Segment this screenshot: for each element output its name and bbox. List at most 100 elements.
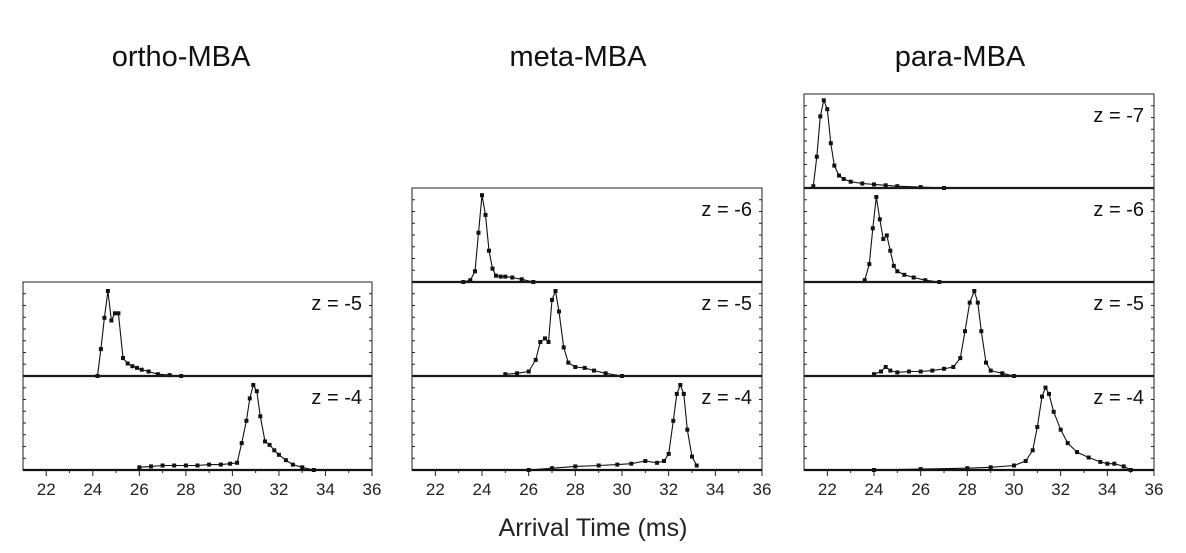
x-axis-title: Arrival Time (ms): [499, 514, 688, 542]
data-point: [557, 309, 561, 314]
data-point: [884, 233, 889, 238]
data-point: [825, 107, 830, 112]
data-point: [254, 389, 259, 394]
series-line: [505, 290, 623, 377]
data-point: [480, 193, 484, 198]
series-line: [463, 194, 534, 283]
data-point: [494, 273, 498, 278]
data-point: [533, 357, 538, 362]
data-point: [832, 163, 837, 168]
data-point: [867, 262, 872, 267]
data-point: [874, 195, 879, 199]
data-point: [1051, 409, 1056, 414]
data-point: [975, 300, 980, 305]
data-point: [872, 182, 876, 187]
series-line: [96, 290, 182, 377]
data-point: [538, 340, 543, 344]
data-point: [573, 464, 578, 469]
data-point: [550, 297, 554, 302]
data-point: [988, 368, 993, 373]
data-point: [907, 369, 911, 374]
data-point: [694, 463, 699, 468]
data-point: [883, 183, 888, 188]
data-point: [596, 463, 601, 468]
data-point: [515, 371, 519, 376]
data-point: [550, 466, 554, 471]
data-point: [183, 463, 188, 468]
data-point: [130, 364, 135, 369]
x-tick-label: 30: [223, 480, 242, 499]
data-point: [582, 365, 587, 370]
data-point: [603, 371, 608, 376]
x-tick-label: 22: [37, 480, 56, 499]
data-point: [258, 414, 263, 419]
data-point: [112, 311, 117, 316]
data-point: [918, 185, 923, 190]
data-point: [841, 177, 846, 181]
x-tick-label: 32: [1051, 480, 1070, 499]
panel-charge-label: z = -5: [1093, 293, 1144, 315]
data-point: [1035, 425, 1040, 429]
x-tick-label: 28: [958, 480, 977, 499]
data-point: [895, 184, 900, 189]
data-point: [476, 230, 481, 235]
data-point: [283, 458, 288, 463]
x-tick-label: 34: [1098, 480, 1117, 499]
data-point: [519, 277, 524, 282]
data-point: [247, 396, 252, 401]
data-point: [837, 173, 841, 178]
series-line: [139, 384, 314, 471]
data-point: [116, 311, 121, 316]
data-point: [573, 365, 578, 369]
data-point: [272, 448, 277, 453]
data-point: [1065, 441, 1070, 446]
data-point: [1112, 461, 1117, 466]
panel-charge-label: z = -6: [1093, 199, 1144, 221]
data-point: [290, 462, 295, 467]
data-point: [690, 454, 694, 459]
data-point: [490, 266, 495, 271]
data-point: [503, 372, 508, 377]
data-point: [911, 275, 916, 280]
data-point: [1000, 371, 1005, 376]
data-point: [473, 269, 477, 274]
panel-charge-label: z = -5: [701, 293, 752, 315]
series-line: [873, 290, 1015, 377]
x-tick-label: 30: [613, 480, 632, 499]
data-point: [244, 418, 249, 423]
data-point: [276, 452, 281, 457]
data-point: [870, 226, 875, 231]
data-point: [468, 278, 473, 283]
data-point: [951, 365, 956, 369]
x-tick-label: 34: [316, 480, 335, 499]
panel-charge-label: z = -7: [1093, 105, 1144, 127]
data-point: [510, 275, 515, 280]
data-point: [681, 391, 686, 396]
data-point: [811, 184, 816, 189]
x-tick-label: 32: [269, 480, 288, 499]
data-point: [1105, 461, 1110, 466]
data-point: [1058, 427, 1063, 432]
data-point: [895, 269, 900, 274]
data-point: [967, 300, 972, 305]
data-point: [860, 181, 865, 186]
data-point: [1086, 455, 1091, 460]
panel-charge-label: z = -4: [311, 387, 362, 409]
data-point: [972, 289, 977, 293]
data-point: [891, 263, 896, 268]
data-point: [487, 248, 491, 253]
data-point: [1023, 459, 1028, 463]
data-point: [902, 272, 907, 277]
data-point: [923, 278, 928, 283]
x-tick-label: 22: [426, 480, 445, 499]
data-point: [821, 98, 826, 103]
data-point: [662, 459, 666, 463]
data-point: [1030, 448, 1035, 453]
data-point: [503, 274, 508, 279]
data-point: [930, 368, 935, 373]
data-point: [643, 459, 648, 463]
data-point: [1098, 459, 1103, 464]
x-tick-label: 36: [1145, 480, 1164, 499]
x-tick-label: 24: [473, 480, 492, 499]
x-tick-label: 28: [176, 480, 195, 499]
